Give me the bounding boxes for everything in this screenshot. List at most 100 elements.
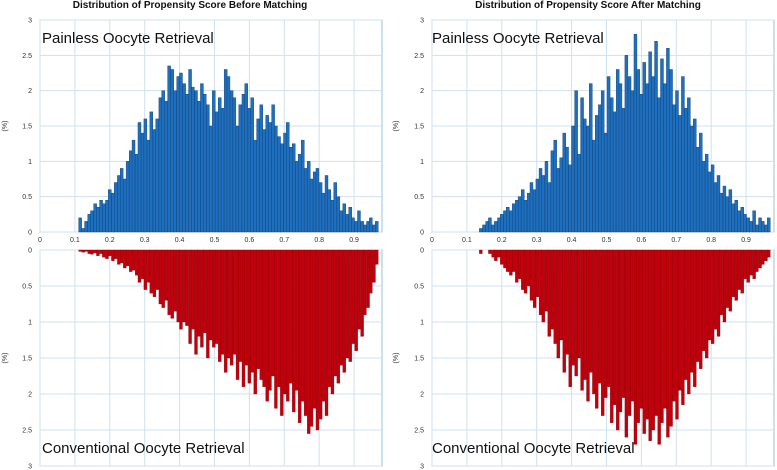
bar: [313, 249, 317, 409]
bar: [209, 249, 213, 341]
bar: [170, 249, 174, 319]
bar: [604, 132, 608, 233]
bar: [701, 249, 706, 351]
bar: [666, 48, 670, 233]
bar: [283, 132, 287, 233]
bar: [503, 249, 507, 269]
bar: [241, 93, 246, 233]
y-tick-label: 2.5: [22, 53, 32, 60]
bar: [164, 249, 168, 301]
bar: [307, 161, 311, 233]
bar: [494, 249, 498, 261]
bar: [734, 199, 739, 233]
bar: [271, 249, 275, 377]
bar: [203, 249, 207, 333]
bar: [583, 249, 587, 380]
bar: [137, 122, 142, 233]
y-tick-label: 0.5: [414, 194, 424, 201]
bar: [669, 249, 673, 427]
bar: [758, 217, 762, 233]
bar: [731, 203, 735, 233]
bar: [707, 249, 712, 341]
bar: [235, 249, 240, 380]
y-tick-label: 2: [28, 392, 32, 399]
bar: [232, 249, 237, 355]
bar: [645, 83, 650, 233]
bar: [179, 72, 183, 233]
bar: [158, 97, 163, 233]
bar: [529, 249, 534, 301]
bar: [547, 182, 551, 233]
bar: [743, 214, 747, 233]
y-tick-label: 0.5: [414, 284, 424, 291]
bar: [87, 249, 91, 254]
bar: [503, 210, 507, 233]
bar: [651, 76, 655, 233]
x-tick-label: 0.6: [245, 237, 255, 244]
bar: [280, 143, 284, 233]
series-label-conventional: Conventional Oocyte Retrieval: [432, 440, 635, 457]
bar: [642, 249, 646, 434]
bar: [286, 122, 290, 233]
bar: [568, 249, 572, 387]
bar: [541, 175, 546, 233]
bar: [298, 249, 302, 423]
bar: [675, 249, 679, 420]
bar: [479, 228, 483, 233]
left-chart-title: Distribution of Propensity Score Before …: [72, 0, 308, 11]
bar: [182, 249, 186, 323]
bar: [363, 249, 367, 315]
bar: [372, 224, 376, 233]
bar: [521, 249, 525, 290]
bar: [571, 125, 575, 233]
bar: [509, 210, 513, 233]
bar: [244, 83, 248, 233]
y-tick-label: 3: [28, 464, 32, 470]
bar: [705, 249, 709, 359]
bar: [125, 161, 130, 233]
bar: [117, 175, 121, 233]
bar: [134, 154, 139, 233]
bar: [218, 97, 222, 233]
bar: [523, 249, 528, 294]
y-tick-label: 1: [420, 320, 424, 327]
bar: [342, 203, 346, 233]
bar: [761, 249, 765, 265]
bar: [639, 249, 644, 409]
bar: [81, 228, 85, 233]
bar: [307, 249, 311, 434]
bar: [639, 93, 644, 233]
bar: [167, 249, 171, 315]
bar: [604, 249, 608, 398]
y-tick-label: 2: [28, 88, 32, 95]
bar: [179, 249, 183, 330]
bar: [601, 249, 605, 416]
bar: [203, 93, 207, 233]
bar: [684, 108, 688, 233]
y-tick-label: 1: [28, 159, 32, 166]
bar: [517, 196, 522, 233]
bar: [152, 249, 157, 297]
bar: [286, 249, 290, 402]
bar: [758, 249, 762, 269]
bar: [143, 118, 148, 233]
bar: [342, 249, 346, 373]
bar: [556, 249, 560, 359]
bar: [194, 90, 198, 233]
bar: [224, 249, 228, 373]
bar: [120, 249, 124, 264]
bar: [699, 132, 703, 233]
bar: [716, 175, 721, 233]
bar: [214, 249, 219, 344]
bar: [529, 182, 534, 233]
bar: [497, 217, 501, 233]
bar: [610, 249, 614, 423]
bar: [330, 199, 335, 233]
bar: [200, 83, 204, 233]
bar: [318, 182, 323, 233]
bar: [375, 249, 379, 265]
bar: [586, 249, 590, 402]
bar: [521, 189, 525, 233]
bar: [612, 111, 617, 233]
bar: [345, 214, 349, 233]
